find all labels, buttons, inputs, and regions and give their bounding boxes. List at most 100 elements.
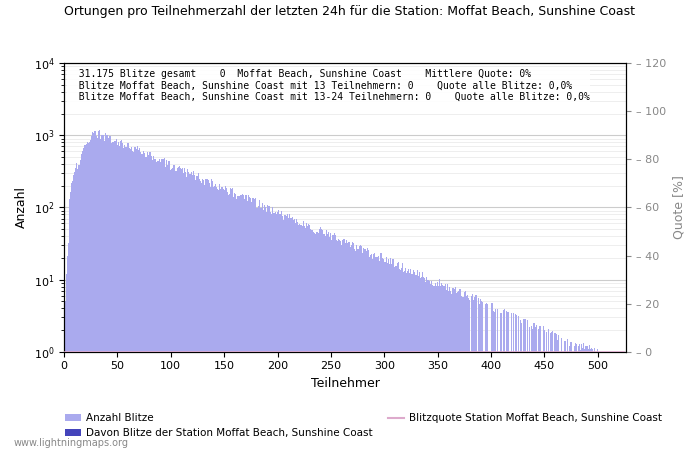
Bar	[121, 140, 122, 450]
Bar	[66, 256, 68, 450]
Bar	[291, 218, 292, 450]
Bar	[88, 143, 89, 450]
Bar	[419, 272, 420, 450]
Bar	[244, 198, 245, 450]
Bar	[436, 286, 437, 450]
Bar	[89, 142, 90, 450]
Bar	[182, 168, 183, 450]
Bar	[284, 215, 286, 450]
Bar	[333, 234, 335, 450]
Bar	[160, 162, 161, 450]
Bar	[273, 213, 274, 450]
Bar	[620, 352, 621, 450]
Bar	[524, 319, 526, 450]
Bar	[178, 166, 180, 450]
Bar	[184, 168, 186, 450]
Text: www.lightningmaps.org: www.lightningmaps.org	[14, 438, 129, 448]
Bar	[139, 148, 141, 450]
Bar	[466, 296, 467, 450]
Bar	[246, 195, 247, 450]
Bar	[279, 214, 280, 450]
Bar	[109, 135, 111, 450]
Bar	[576, 344, 577, 450]
Bar	[453, 288, 454, 450]
Bar	[174, 171, 176, 450]
Bar	[104, 140, 105, 450]
Bar	[475, 295, 477, 450]
Bar	[398, 269, 400, 450]
Bar	[276, 214, 277, 450]
Bar	[195, 180, 196, 450]
Bar	[481, 302, 482, 450]
Bar	[371, 254, 372, 450]
Bar	[228, 195, 229, 450]
Bar	[400, 270, 401, 450]
Bar	[266, 212, 267, 450]
Bar	[341, 245, 342, 450]
Bar	[180, 168, 181, 450]
Bar	[518, 315, 519, 450]
Bar	[391, 265, 392, 450]
Bar	[456, 292, 457, 450]
Bar	[201, 183, 202, 450]
Bar	[216, 187, 217, 450]
Bar	[311, 230, 312, 450]
Bar	[324, 234, 325, 450]
Bar	[347, 243, 349, 450]
Bar	[402, 263, 403, 450]
Bar	[533, 323, 534, 450]
Bar	[277, 212, 278, 450]
Bar	[351, 242, 353, 450]
Bar	[80, 154, 82, 450]
Bar	[241, 194, 243, 450]
Bar	[322, 230, 323, 450]
Bar	[304, 228, 306, 450]
Bar	[227, 192, 228, 450]
Bar	[144, 153, 145, 450]
Bar	[168, 161, 169, 450]
Bar	[336, 240, 337, 450]
Bar	[118, 142, 119, 450]
Bar	[259, 200, 260, 450]
Bar	[107, 135, 108, 450]
Bar	[169, 161, 170, 450]
Bar	[446, 290, 447, 450]
Bar	[155, 158, 156, 450]
Bar	[473, 300, 475, 450]
Bar	[372, 259, 373, 450]
Bar	[188, 172, 190, 450]
Bar	[256, 208, 257, 450]
Bar	[151, 157, 152, 450]
Bar	[296, 219, 297, 450]
Bar	[467, 295, 468, 450]
Bar	[597, 349, 598, 450]
Bar	[84, 145, 85, 450]
Bar	[125, 147, 127, 450]
Bar	[120, 141, 121, 450]
Bar	[569, 346, 570, 450]
Bar	[387, 263, 388, 450]
Bar	[407, 271, 408, 450]
Bar	[354, 249, 355, 450]
Bar	[344, 239, 345, 450]
Bar	[93, 133, 95, 450]
Bar	[392, 260, 393, 450]
Bar	[346, 240, 347, 450]
Bar	[74, 172, 76, 450]
Bar	[383, 259, 384, 450]
Bar	[437, 283, 438, 450]
Bar	[538, 329, 540, 450]
Bar	[249, 197, 251, 450]
Bar	[141, 154, 143, 450]
Bar	[129, 148, 130, 450]
Y-axis label: Anzahl: Anzahl	[15, 186, 28, 229]
Bar	[377, 256, 379, 450]
Bar	[567, 339, 568, 450]
Bar	[583, 343, 584, 450]
Bar	[278, 210, 279, 450]
Bar	[92, 132, 93, 450]
Bar	[386, 257, 387, 450]
Bar	[123, 148, 125, 450]
Bar	[64, 301, 66, 450]
Bar	[258, 206, 259, 450]
